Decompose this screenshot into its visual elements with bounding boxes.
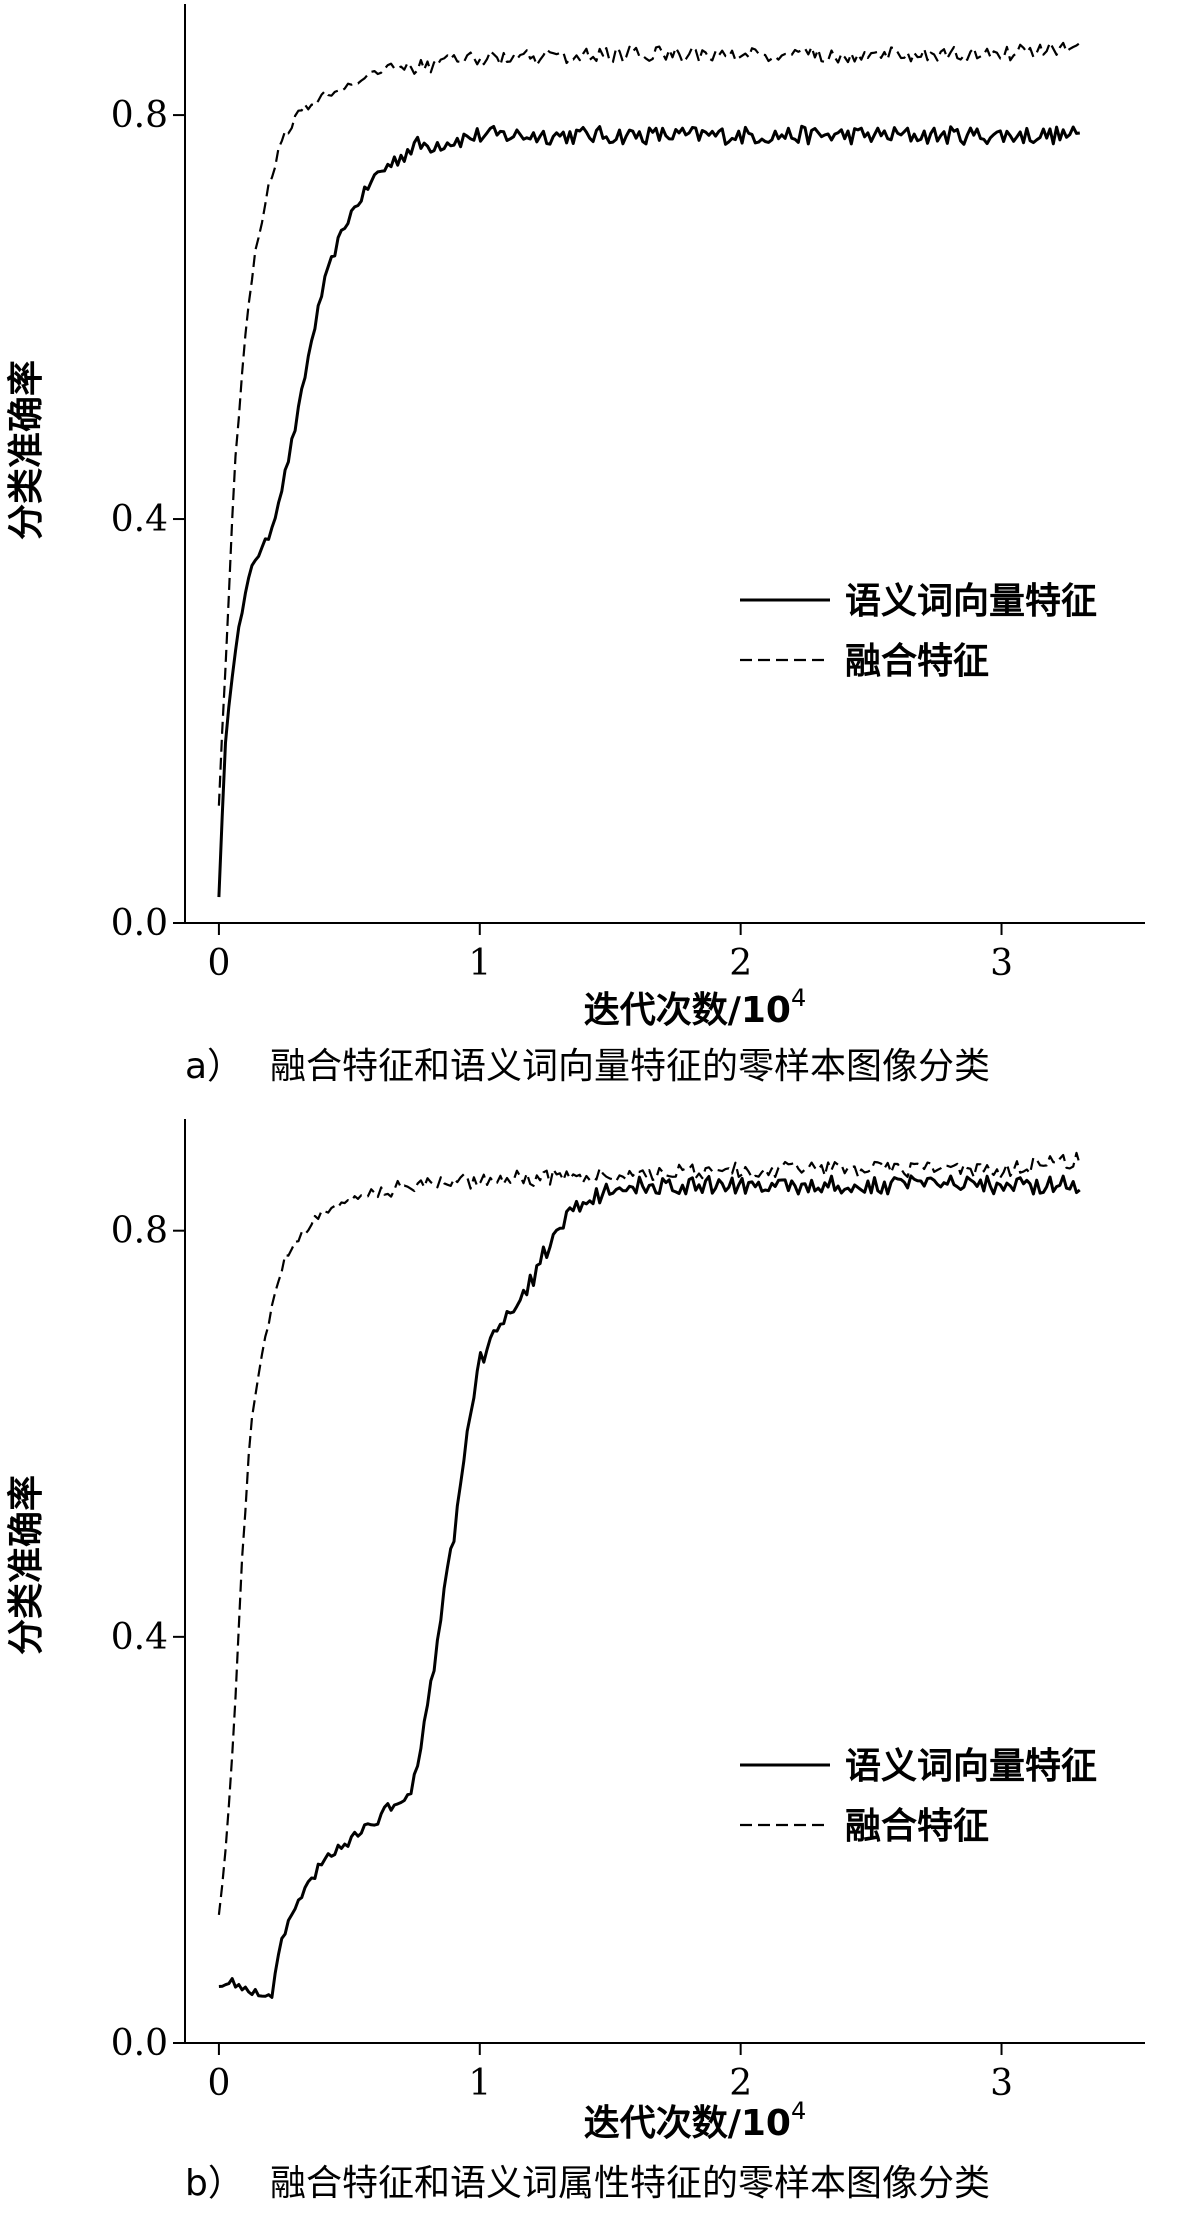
panel-caption: 融合特征和语义词向量特征的零样本图像分类	[270, 1046, 990, 1087]
y-tick-label: 0.0	[111, 2023, 168, 2064]
panel-caption: 融合特征和语义词属性特征的零样本图像分类	[270, 2163, 990, 2204]
series-line-dashed	[217, 41, 1081, 806]
x-axis-title: 迭代次数/104	[584, 2097, 807, 2144]
y-axis-title: 分类准确率	[6, 1475, 47, 1655]
x-axis-title-text: 迭代次数/10	[584, 990, 791, 1031]
legend-label: 语义词向量特征	[845, 581, 1097, 622]
y-tick-label: 0.8	[111, 95, 168, 136]
panel-label: b）	[185, 2163, 244, 2204]
legend-label: 融合特征	[845, 641, 989, 682]
x-tick-label: 1	[468, 943, 491, 984]
x-axis-title: 迭代次数/104	[584, 984, 807, 1031]
y-tick-label: 0.0	[111, 903, 168, 944]
series-line-dashed	[217, 1151, 1081, 1916]
legend-label: 融合特征	[845, 1806, 989, 1847]
x-tick-label: 0	[207, 2063, 230, 2104]
x-axis-title-text: 迭代次数/10	[584, 2103, 791, 2144]
panel-label: a）	[185, 1046, 243, 1087]
chart-panel-a: 0 1 2 3 0.0 0.4 0.8 分类准确率迭代次数/104 语义词向量特征 融合特征 a） 融…	[0, 0, 1200, 1115]
x-tick-label: 0	[207, 943, 230, 984]
x-tick-label: 2	[729, 943, 752, 984]
x-tick-label: 1	[468, 2063, 491, 2104]
x-axis-title-exponent: 4	[791, 2097, 806, 2125]
legend-label: 语义词向量特征	[845, 1746, 1097, 1787]
chart-panel-b: 0 1 2 3 0.0 0.4 0.8 分类准确率迭代次数/104 语义词向量特征 融合特征 b） 融…	[0, 1115, 1200, 2231]
y-tick-label: 0.4	[111, 499, 168, 540]
series-line-solid	[217, 124, 1080, 898]
y-axis-title: 分类准确率	[6, 360, 47, 540]
y-tick-label: 0.8	[111, 1211, 168, 1252]
series-line-solid	[218, 1174, 1081, 1999]
x-tick-label: 3	[990, 943, 1013, 984]
x-tick-label: 2	[729, 2063, 752, 2104]
x-tick-label: 3	[990, 2063, 1013, 2104]
x-axis-title-exponent: 4	[791, 984, 806, 1012]
y-tick-label: 0.4	[111, 1617, 168, 1658]
